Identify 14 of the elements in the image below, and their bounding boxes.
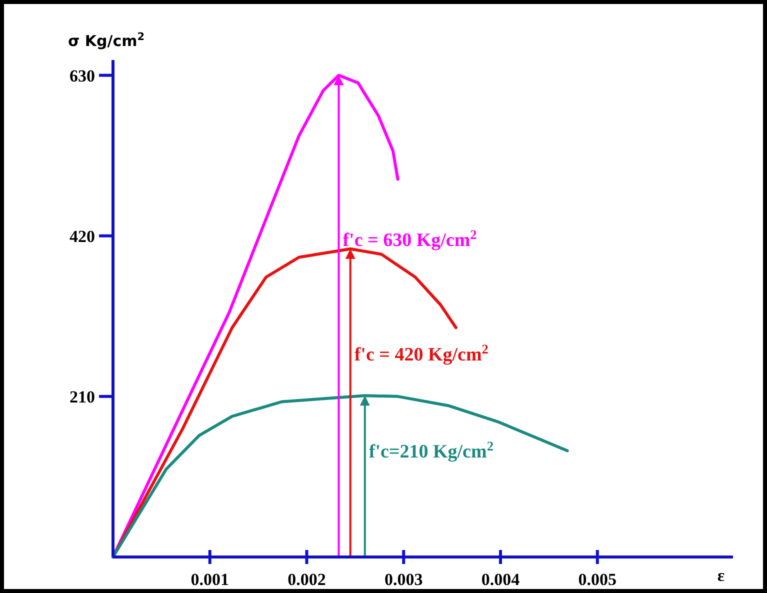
y-axis-title: σ Kg/cm$^{2}$	[68, 31, 145, 50]
y-tick-label: 630	[70, 66, 95, 86]
x-tick-label: 0.005	[578, 570, 616, 589]
annotation: f'c = 630 Kg/cm$^{2}$	[342, 226, 478, 252]
x-tick-label: 0.002	[288, 570, 326, 589]
x-axis-title: ε	[717, 566, 725, 585]
y-tick-label: 210	[70, 387, 95, 406]
line-series	[112, 394, 569, 558]
annotation: f'c=210 Kg/cm$^{2}$	[368, 438, 494, 463]
y-tick-label: 420	[70, 226, 95, 246]
x-tick-label: 0.004	[481, 570, 520, 589]
annotation: f'c = 420 Kg/cm$^{2}$	[354, 341, 489, 366]
x-tick-label: 0.001	[190, 570, 229, 589]
x-tick-label: 0.003	[384, 570, 423, 589]
